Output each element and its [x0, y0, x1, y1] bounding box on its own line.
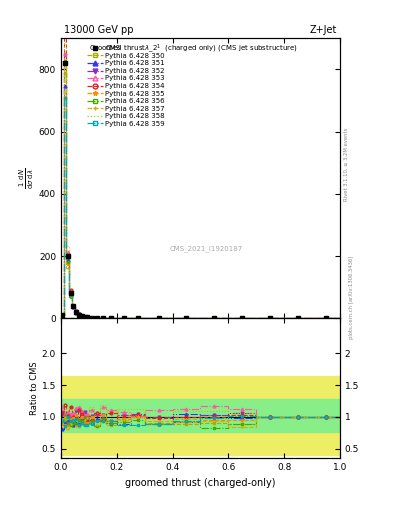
CMS [296, 315, 301, 322]
CMS [121, 315, 126, 321]
CMS [66, 253, 70, 259]
CMS [212, 315, 217, 322]
CMS [95, 315, 99, 321]
Bar [61, 375, 340, 455]
CMS [268, 315, 273, 322]
CMS [89, 314, 94, 321]
CMS [71, 303, 76, 309]
Legend: CMS, Pythia 6.428 350, Pythia 6.428 351, Pythia 6.428 352, Pythia 6.428 353, Pyt: CMS, Pythia 6.428 350, Pythia 6.428 351,… [87, 45, 166, 127]
Y-axis label: $\frac{1}{\mathrm{d}\sigma}\frac{\mathrm{d}N}{\mathrm{d}\lambda}$: $\frac{1}{\mathrm{d}\sigma}\frac{\mathrm… [18, 168, 36, 189]
CMS [68, 290, 73, 296]
CMS [79, 313, 84, 319]
Text: plots.cern.ch [arXiv:1306.3436]: plots.cern.ch [arXiv:1306.3436] [349, 255, 354, 338]
CMS [74, 309, 79, 315]
CMS [101, 315, 105, 321]
CMS [156, 315, 161, 321]
CMS [85, 314, 90, 321]
CMS [135, 315, 140, 321]
Text: CMS_2021_I1920187: CMS_2021_I1920187 [169, 245, 242, 252]
Y-axis label: Ratio to CMS: Ratio to CMS [30, 361, 39, 415]
Text: 13000 GeV pp: 13000 GeV pp [64, 25, 133, 35]
CMS [60, 312, 65, 318]
CMS [63, 60, 68, 67]
CMS [82, 314, 87, 320]
CMS [184, 315, 189, 322]
Bar [61, 399, 340, 432]
CMS [324, 315, 329, 322]
CMS [77, 311, 81, 317]
Text: Groomed thrust$\lambda\_2^1$  (charged only) (CMS jet substructure): Groomed thrust$\lambda\_2^1$ (charged on… [89, 42, 298, 55]
Line: CMS: CMS [61, 61, 328, 320]
X-axis label: groomed thrust (charged-only): groomed thrust (charged-only) [125, 478, 275, 487]
CMS [240, 315, 244, 322]
Text: Z+Jet: Z+Jet [310, 25, 337, 35]
CMS [109, 315, 114, 321]
Text: Rivet 3.1.10, ≥ 3.2M events: Rivet 3.1.10, ≥ 3.2M events [344, 127, 349, 201]
